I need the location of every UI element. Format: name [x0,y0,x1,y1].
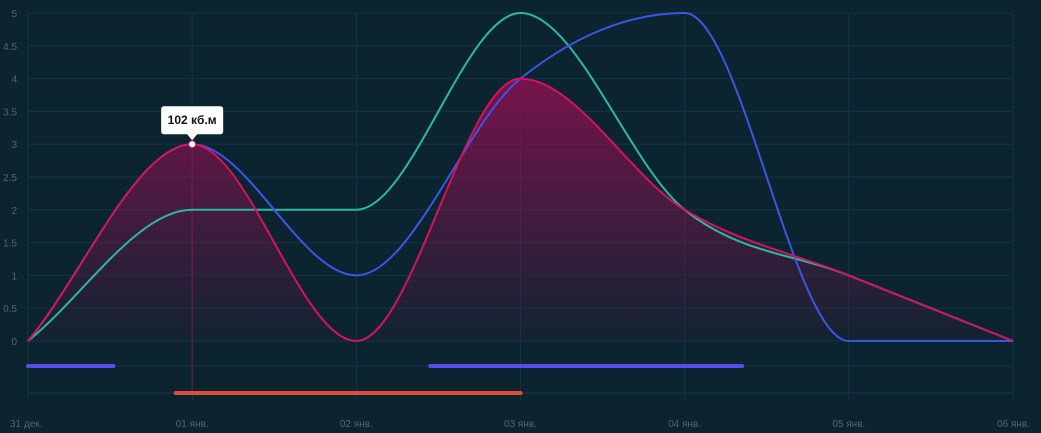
y-tick-label: 5 [11,9,17,20]
y-tick-label: 0 [11,337,17,348]
x-tick-label: 02 янв. [340,419,373,430]
tooltip-label: 102 кб.м [168,113,217,127]
y-tick-label: 4.5 [3,42,17,53]
x-tick-label: 31 дек. [10,419,42,430]
y-tick-label: 1.5 [3,239,17,250]
tooltip: 102 кб.м [161,106,224,149]
x-axis: 31 дек. 01 янв. 02 янв. 03 янв. 04 янв. 05 ян… [10,419,1030,430]
y-tick-label: 3 [11,140,17,151]
data-point-marker [188,140,197,149]
area-fill [28,78,1013,341]
y-tick-label: 2 [11,206,17,217]
series-area [28,78,1013,341]
x-tick-label: 04 янв. [668,419,701,430]
range-bars [26,364,745,395]
tooltip-box [161,106,224,141]
y-tick-label: 4 [11,75,17,86]
y-tick-label: 2.5 [3,173,17,184]
y-tick-label: 0.5 [3,304,17,315]
y-tick-label: 1 [11,271,17,282]
y-tick-label: 3.5 [3,107,17,118]
y-axis: 0 0.5 1 1.5 2 2.5 3 3.5 4 4.5 5 [3,9,17,348]
x-tick-label: 05 янв. [832,419,865,430]
x-tick-label: 01 янв. [176,419,209,430]
x-tick-label: 03 янв. [504,419,537,430]
x-tick-label: 06 янв. [997,419,1030,430]
